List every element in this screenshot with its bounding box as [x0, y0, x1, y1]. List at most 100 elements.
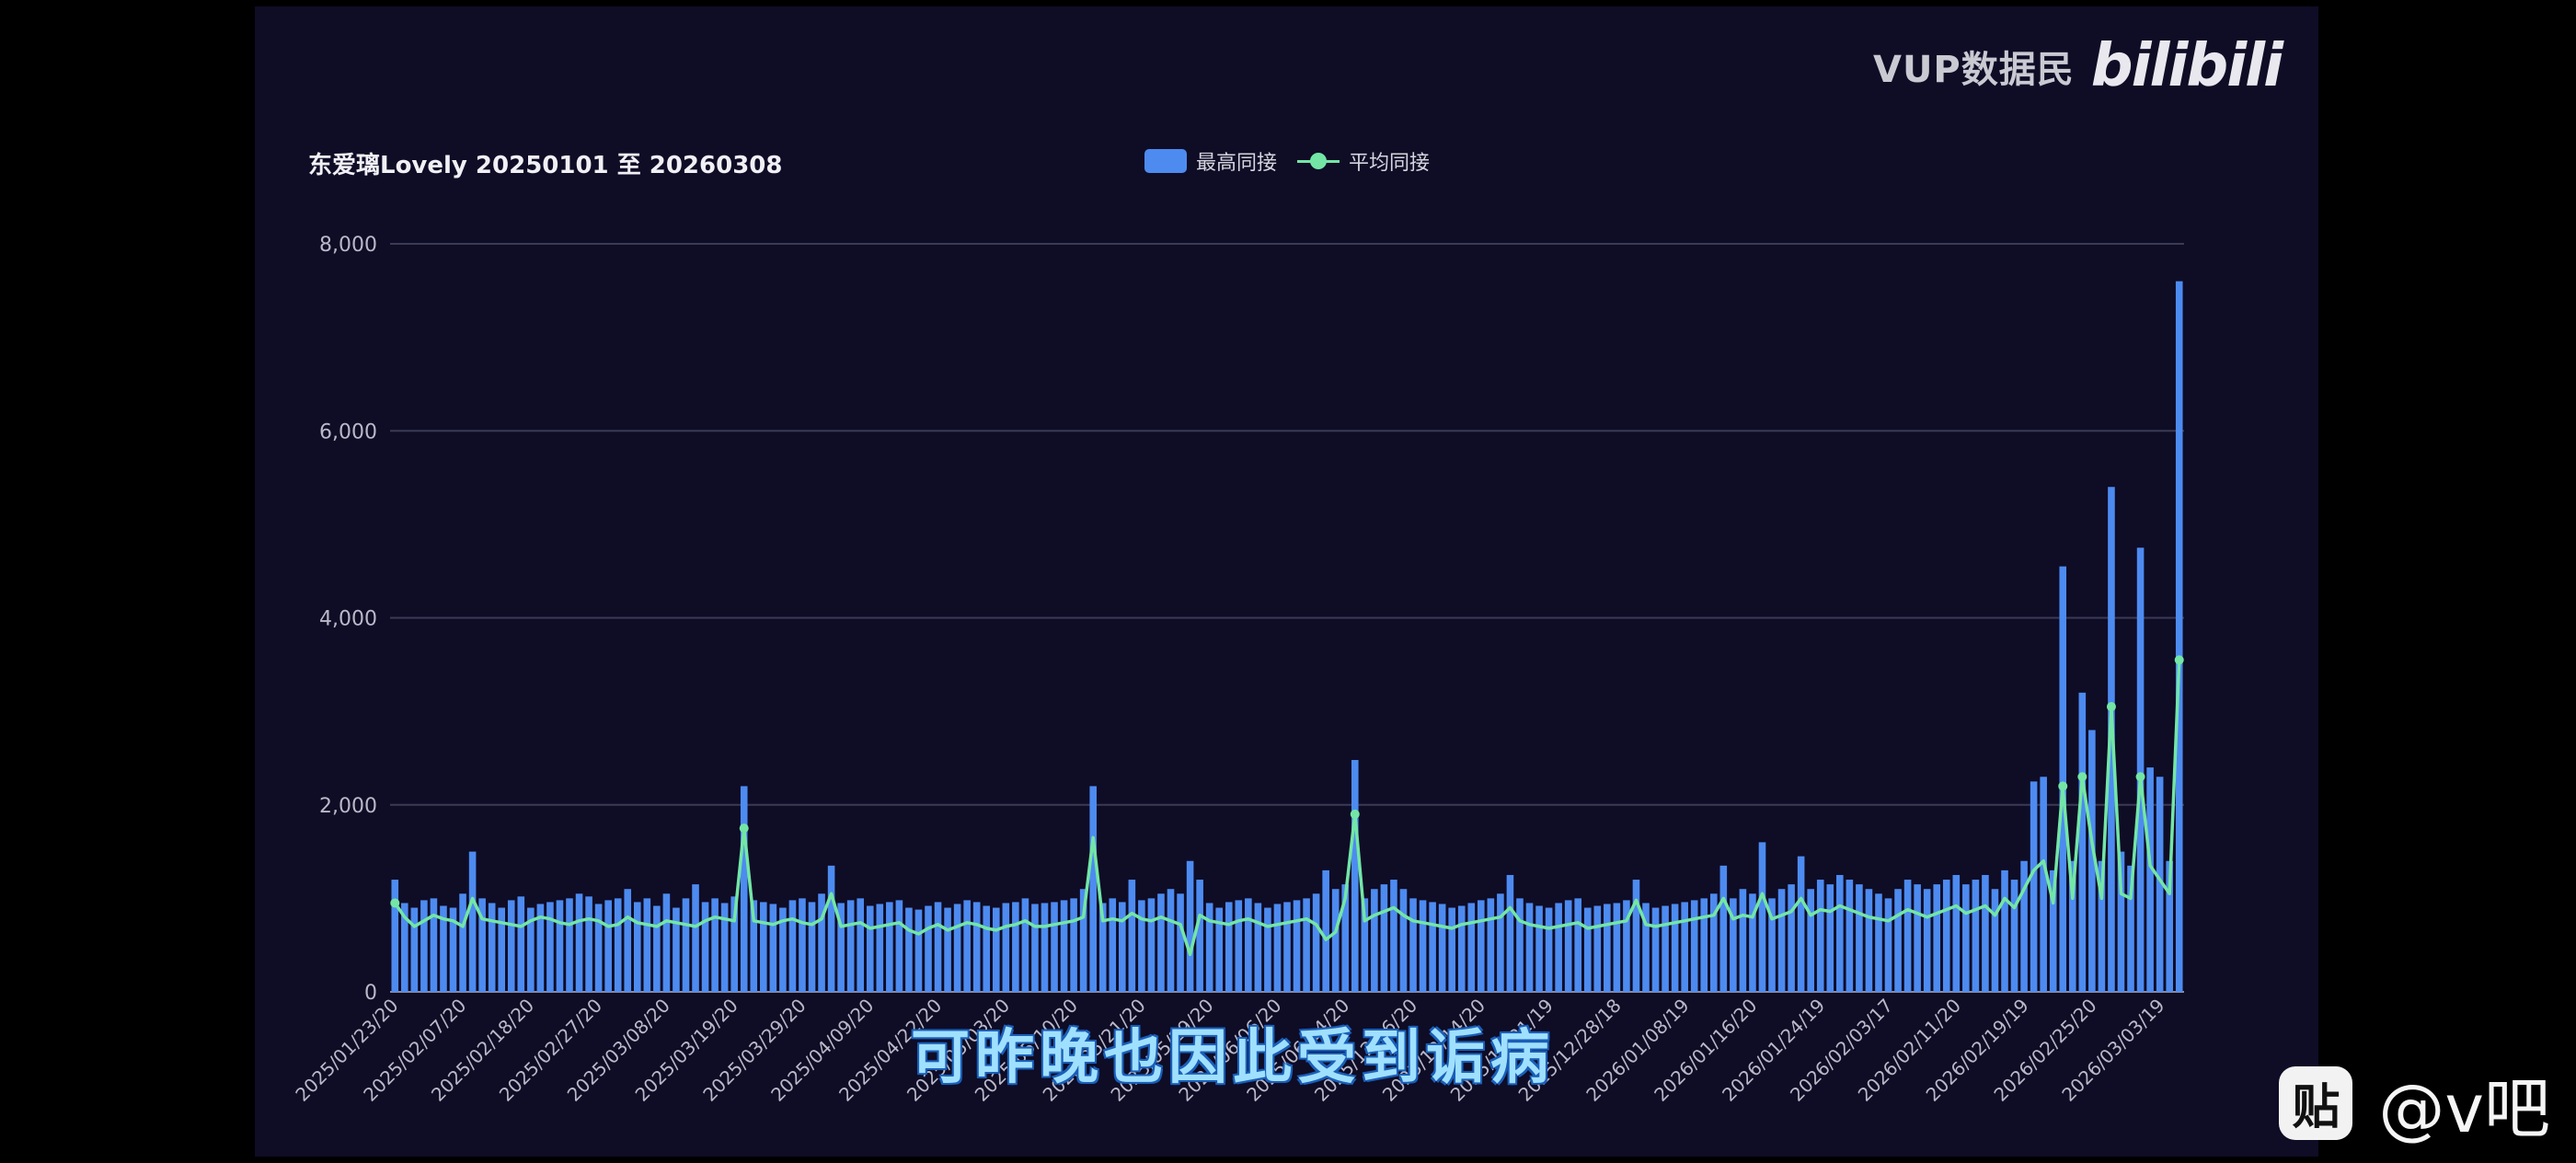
bar: [1632, 880, 1640, 992]
bar: [972, 902, 981, 992]
bar: [2040, 777, 2047, 992]
avg-point: [1350, 809, 1360, 819]
bar: [1089, 786, 1097, 992]
bar: [1506, 874, 1514, 992]
bar: [857, 898, 865, 992]
bar: [633, 902, 641, 992]
bar: [468, 851, 477, 992]
bar: [1031, 904, 1039, 992]
bar: [1273, 904, 1282, 992]
bar: [1982, 874, 1989, 992]
bar: [1700, 898, 1708, 992]
bar: [1070, 898, 1077, 992]
bar: [1758, 842, 1766, 992]
bar: [1642, 903, 1650, 992]
bar: [614, 898, 622, 992]
bar: [1245, 898, 1252, 992]
bar: [1651, 907, 1660, 992]
legend-bar-swatch: [1144, 149, 1187, 173]
bar: [779, 907, 787, 992]
bar: [682, 898, 690, 992]
bar: [1264, 907, 1271, 992]
bar: [1836, 874, 1844, 992]
bar: [2146, 767, 2154, 992]
bar: [944, 907, 951, 992]
bar: [1952, 874, 1961, 992]
bar: [1012, 902, 1019, 992]
bar: [1060, 900, 1068, 992]
bar: [449, 907, 457, 992]
bar: [1409, 898, 1417, 992]
bar: [1962, 884, 1970, 992]
avg-point: [2077, 772, 2087, 782]
brand-text: VUP数据民: [1872, 49, 2075, 91]
bar: [1303, 898, 1310, 992]
bar: [604, 900, 612, 992]
avg-point: [2106, 702, 2116, 712]
tieba-icon: 贴: [2279, 1065, 2353, 1140]
bar: [420, 900, 428, 992]
bar: [740, 786, 748, 992]
bar: [837, 903, 845, 992]
bar: [1157, 893, 1165, 992]
bar: [886, 902, 893, 992]
legend-item-avg[interactable]: 平均同接: [1297, 146, 1430, 176]
bar: [1719, 865, 1728, 992]
brand-watermark: VUP数据民 bilibili: [1872, 32, 2283, 100]
y-tick-label: 4,000: [319, 608, 377, 631]
bar: [1371, 889, 1378, 992]
bar: [556, 900, 564, 992]
bilibili-logo: bilibili: [2090, 32, 2283, 100]
bar: [1623, 900, 1630, 992]
bar: [1138, 900, 1145, 992]
bar: [963, 900, 971, 992]
bar: [1690, 900, 1698, 992]
bar: [730, 896, 738, 992]
bar: [1196, 880, 1203, 992]
bar: [1497, 893, 1504, 992]
bar: [478, 898, 486, 992]
bar: [1186, 860, 1194, 992]
bar: [440, 905, 447, 992]
bar: [1399, 889, 1408, 992]
bar: [2136, 547, 2145, 992]
bar: [895, 900, 903, 992]
bar: [575, 893, 583, 992]
bar: [1487, 898, 1495, 992]
chart-legend: 最高同接 平均同接: [1144, 146, 1430, 176]
bar: [1709, 893, 1718, 992]
bar: [1419, 900, 1427, 992]
bar: [1545, 907, 1553, 992]
bar: [1215, 907, 1224, 992]
bar: [1535, 905, 1543, 992]
bar: [1604, 904, 1611, 992]
legend-item-max[interactable]: 最高同接: [1144, 146, 1277, 176]
bar: [1865, 889, 1873, 992]
bar: [1894, 889, 1902, 992]
bar: [1923, 889, 1931, 992]
bar: [594, 904, 603, 992]
bar: [585, 896, 592, 992]
bar: [459, 893, 466, 992]
bar: [1079, 889, 1087, 992]
bar: [1884, 898, 1892, 992]
bar: [1478, 900, 1485, 992]
bar: [1681, 902, 1688, 992]
avg-point: [2135, 772, 2145, 782]
bar: [1041, 903, 1049, 992]
bar: [2001, 869, 2008, 992]
bar: [1933, 884, 1941, 992]
bar: [1051, 902, 1058, 992]
bar: [1021, 898, 1029, 992]
bar: [391, 880, 399, 992]
bar: [1777, 889, 1786, 992]
bar: [1098, 903, 1107, 992]
bar: [914, 909, 923, 992]
bar: [2030, 781, 2038, 992]
bar: [2068, 860, 2076, 992]
bar: [1555, 903, 1562, 992]
bar: [643, 898, 651, 992]
bar: [1516, 898, 1524, 992]
bar: [2059, 566, 2067, 992]
bar: [1341, 884, 1350, 992]
